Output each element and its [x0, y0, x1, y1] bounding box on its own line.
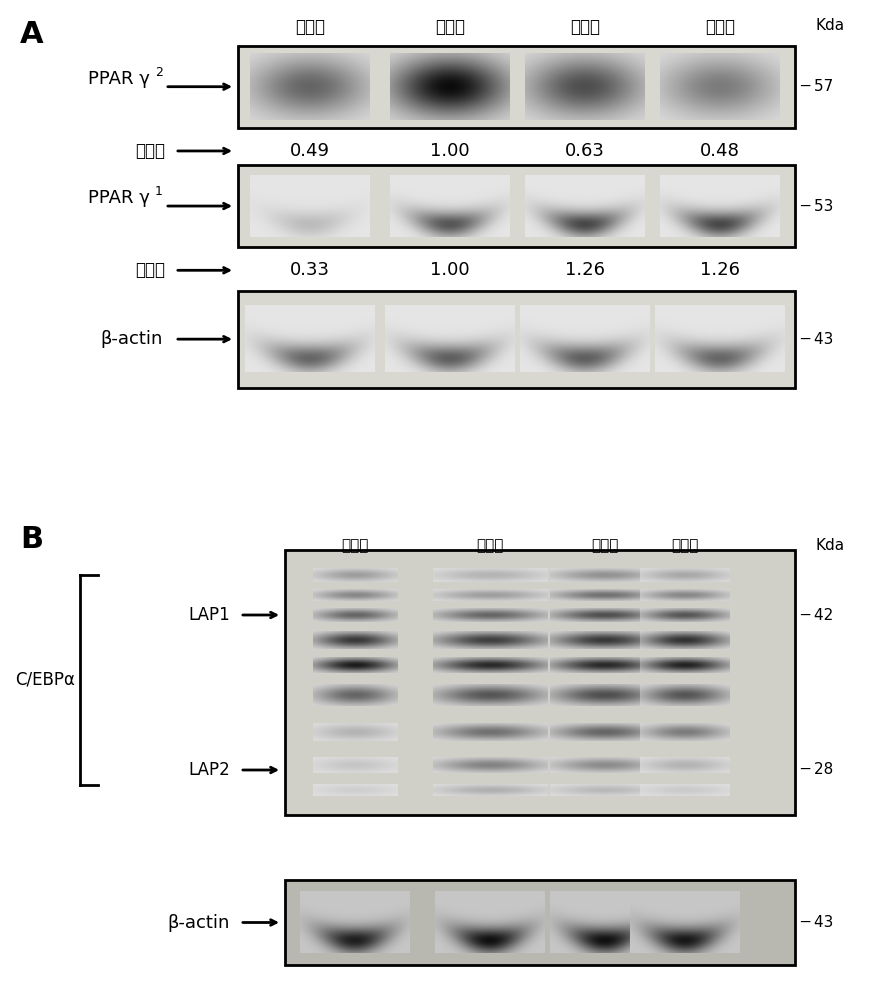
Text: 第二组: 第二组: [435, 18, 465, 36]
Text: 表现量: 表现量: [135, 142, 165, 160]
Text: 0.63: 0.63: [565, 142, 605, 160]
Text: Kda: Kda: [816, 18, 845, 33]
Text: β-actin: β-actin: [100, 330, 163, 348]
Text: 0.33: 0.33: [290, 261, 330, 279]
Bar: [285, 550, 795, 815]
Text: ─ 42: ─ 42: [800, 607, 833, 622]
Text: 1.00: 1.00: [430, 142, 470, 160]
Text: ─ 28: ─ 28: [800, 762, 833, 778]
Text: C/EBPα: C/EBPα: [15, 671, 75, 689]
Text: 1.00: 1.00: [430, 261, 470, 279]
Bar: [285, 880, 795, 965]
Text: 第四组: 第四组: [705, 18, 735, 36]
Text: 第一组: 第一组: [295, 18, 325, 36]
Text: 1.26: 1.26: [700, 261, 740, 279]
Text: 第四组: 第四组: [671, 538, 699, 553]
Text: B: B: [20, 525, 43, 554]
Text: Kda: Kda: [816, 538, 845, 553]
Text: PPAR γ: PPAR γ: [88, 189, 150, 207]
Text: 1: 1: [155, 185, 163, 198]
Bar: [238, 291, 795, 388]
Bar: [238, 165, 795, 247]
Text: ─ 57: ─ 57: [800, 79, 833, 94]
Text: ─ 43: ─ 43: [800, 915, 833, 930]
Text: LAP2: LAP2: [189, 761, 230, 779]
Text: 第一组: 第一组: [341, 538, 368, 553]
Bar: [238, 46, 795, 127]
Text: 2: 2: [155, 66, 163, 79]
Text: 1.26: 1.26: [565, 261, 605, 279]
Text: 第三组: 第三组: [591, 538, 618, 553]
Text: β-actin: β-actin: [167, 914, 230, 932]
Text: 第三组: 第三组: [570, 18, 600, 36]
Text: 第二组: 第二组: [477, 538, 504, 553]
Text: 0.48: 0.48: [700, 142, 740, 160]
Text: A: A: [20, 20, 44, 49]
Text: ─ 43: ─ 43: [800, 332, 833, 347]
Text: ─ 53: ─ 53: [800, 199, 833, 214]
Text: 表现量: 表现量: [135, 261, 165, 279]
Text: PPAR γ: PPAR γ: [88, 70, 150, 88]
Text: 0.49: 0.49: [290, 142, 330, 160]
Text: LAP1: LAP1: [189, 606, 230, 624]
